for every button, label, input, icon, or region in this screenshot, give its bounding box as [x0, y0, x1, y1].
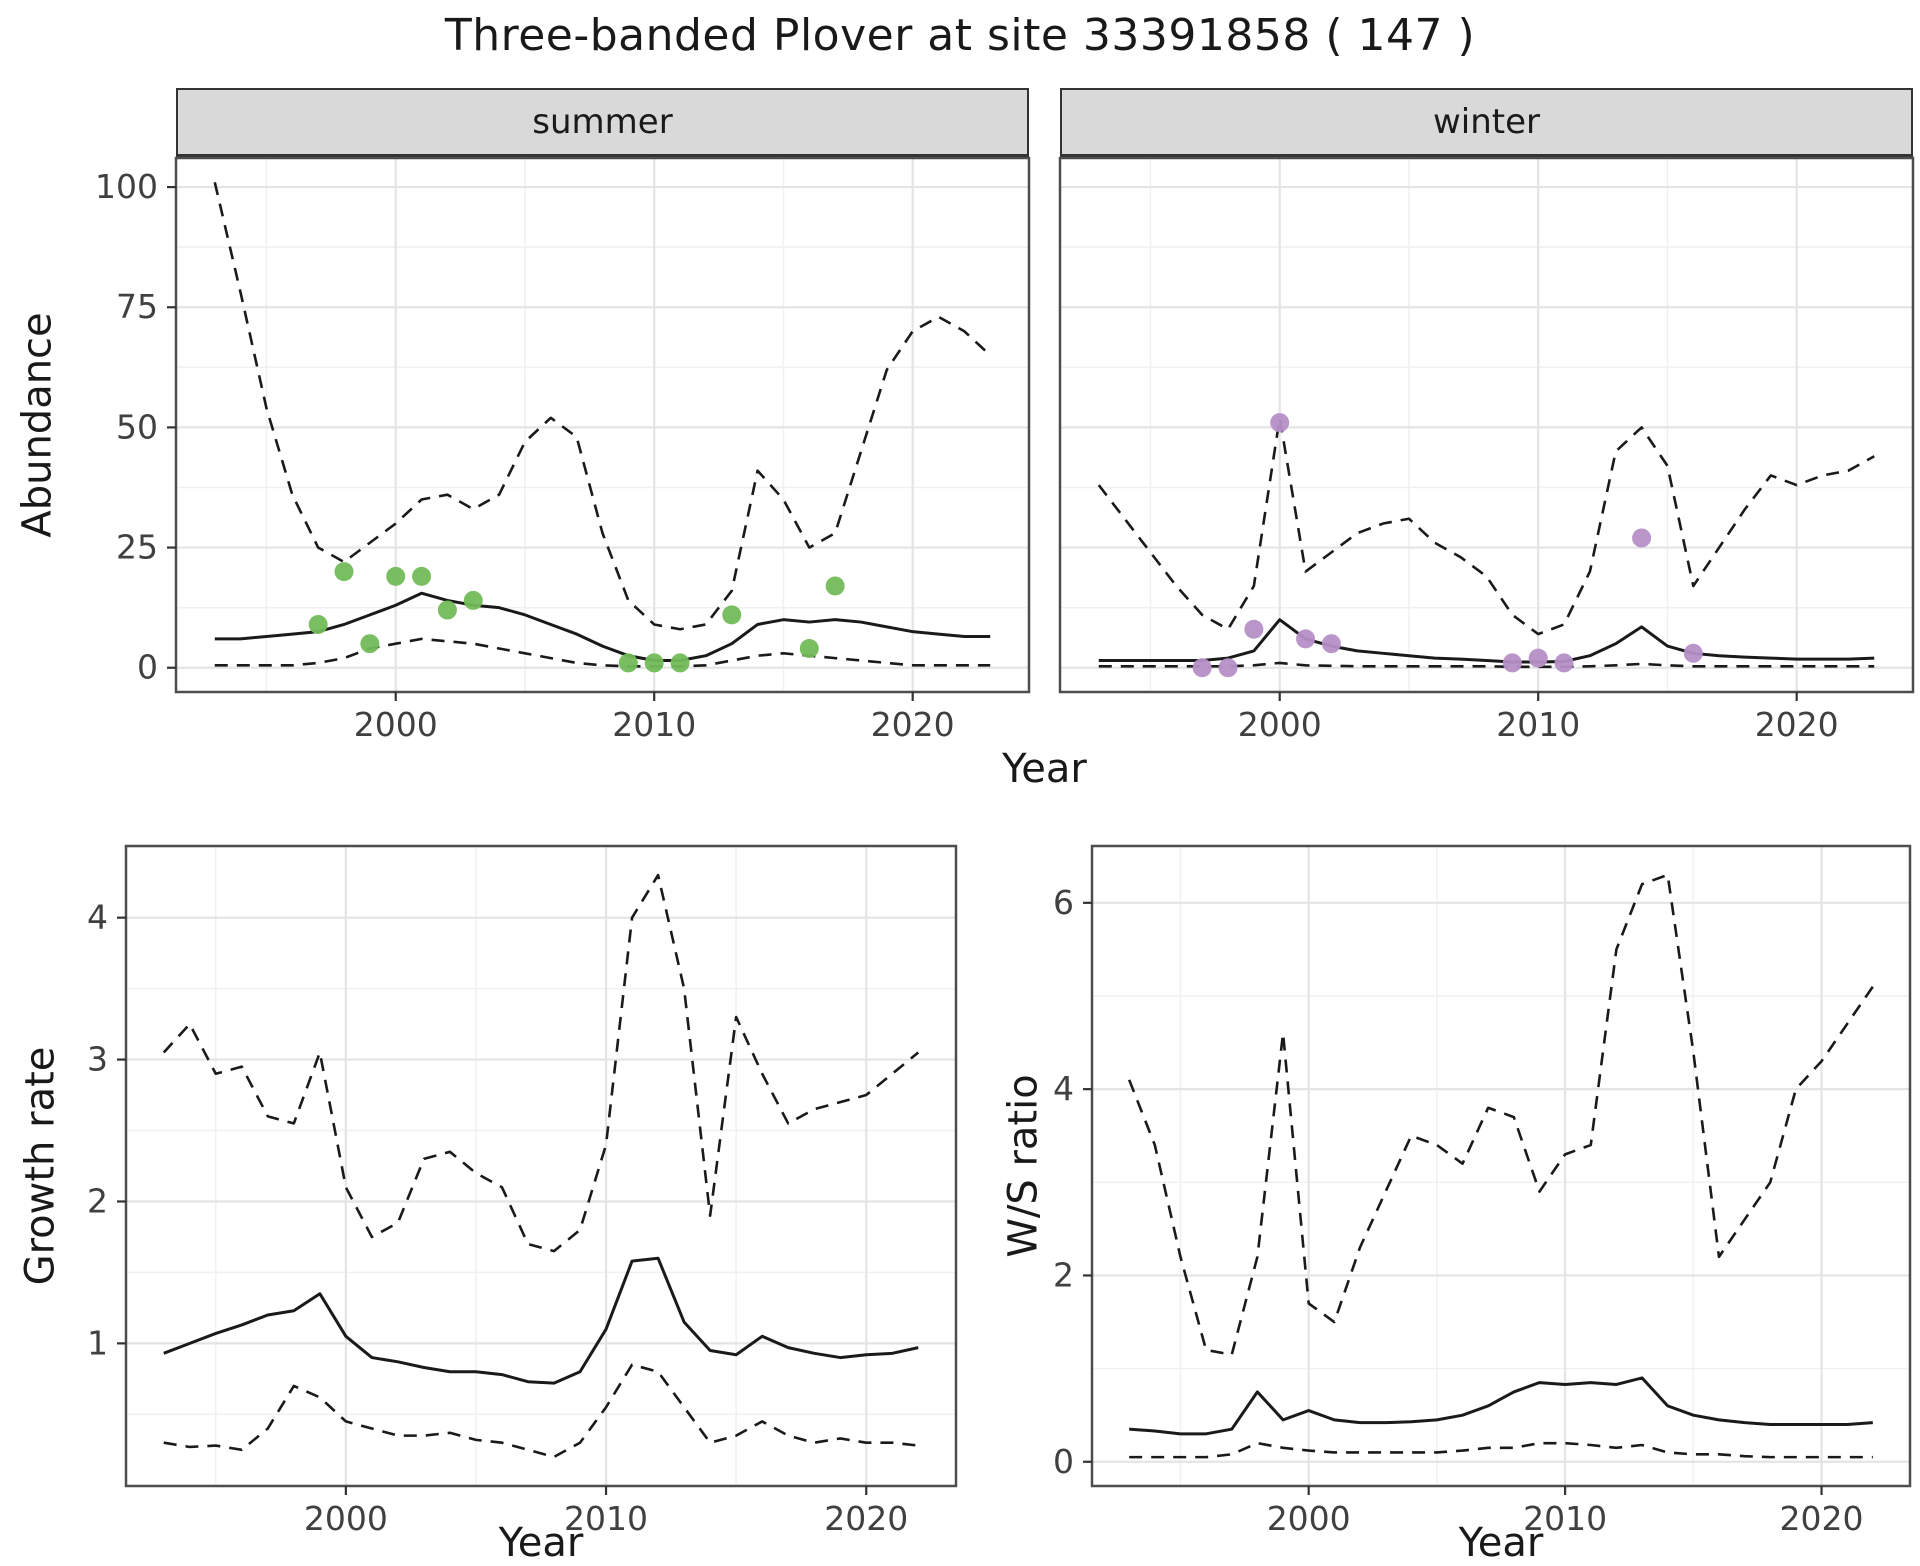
- panel-abundance-summer: 2000 2010 2020 0 25 50 75 100: [95, 156, 1031, 744]
- panel-ws-ratio: 2000 2010 2020 0 2 4 6: [1053, 844, 1912, 1538]
- y-axis-title-ws-ratio: W/S ratio: [998, 846, 1050, 1486]
- svg-text:100: 100: [95, 167, 158, 206]
- chart-title: Three-banded Plover at site 33391858 ( 1…: [444, 10, 1476, 61]
- svg-text:2000: 2000: [1267, 1499, 1351, 1538]
- svg-text:2000: 2000: [354, 705, 438, 744]
- y-axis-title-ws-ratio-text: W/S ratio: [1001, 1074, 1048, 1258]
- svg-text:3: 3: [87, 1040, 108, 1079]
- svg-text:2: 2: [1053, 1255, 1074, 1294]
- svg-text:6: 6: [1053, 883, 1074, 922]
- x-axis-title-growth-rate: Year: [498, 1520, 584, 1566]
- y-axis-title-growth-rate: Growth rate: [14, 846, 66, 1486]
- y-axis-title-growth-rate-text: Growth rate: [17, 1046, 63, 1286]
- svg-text:50: 50: [116, 407, 158, 446]
- svg-text:0: 0: [1053, 1442, 1074, 1481]
- svg-text:2010: 2010: [564, 1499, 648, 1538]
- svg-text:2020: 2020: [1780, 1499, 1864, 1538]
- svg-text:2: 2: [87, 1181, 108, 1220]
- y-axis-title-abundance: Abundance: [12, 158, 64, 692]
- facet-strip-winter-label: winter: [1432, 102, 1541, 142]
- svg-text:4: 4: [87, 898, 108, 937]
- facet-strip-summer: summer: [176, 88, 1029, 158]
- svg-text:2010: 2010: [1496, 705, 1580, 744]
- panel-abundance-winter: 2000 2010 2020: [1058, 156, 1915, 744]
- x-axis-title-top: Year: [1002, 746, 1087, 792]
- svg-text:2000: 2000: [304, 1499, 388, 1538]
- svg-text:2010: 2010: [1523, 1499, 1607, 1538]
- svg-text:2010: 2010: [612, 705, 696, 744]
- svg-text:1: 1: [87, 1323, 108, 1362]
- svg-text:0: 0: [137, 648, 158, 687]
- svg-text:2000: 2000: [1238, 705, 1322, 744]
- facet-strip-summer-label: summer: [532, 102, 673, 142]
- svg-text:2020: 2020: [1755, 705, 1839, 744]
- x-axis-title-ws-ratio: Year: [1458, 1520, 1544, 1566]
- svg-text:75: 75: [116, 287, 158, 326]
- y-axis-title-abundance-text: Abundance: [15, 312, 61, 538]
- facet-strip-winter: winter: [1060, 88, 1913, 158]
- svg-text:4: 4: [1053, 1069, 1074, 1108]
- svg-text:2020: 2020: [871, 705, 955, 744]
- panel-growth-rate: 2000 2010 2020 1 2 3 4: [87, 844, 958, 1538]
- svg-text:2020: 2020: [824, 1499, 908, 1538]
- svg-text:25: 25: [116, 528, 158, 567]
